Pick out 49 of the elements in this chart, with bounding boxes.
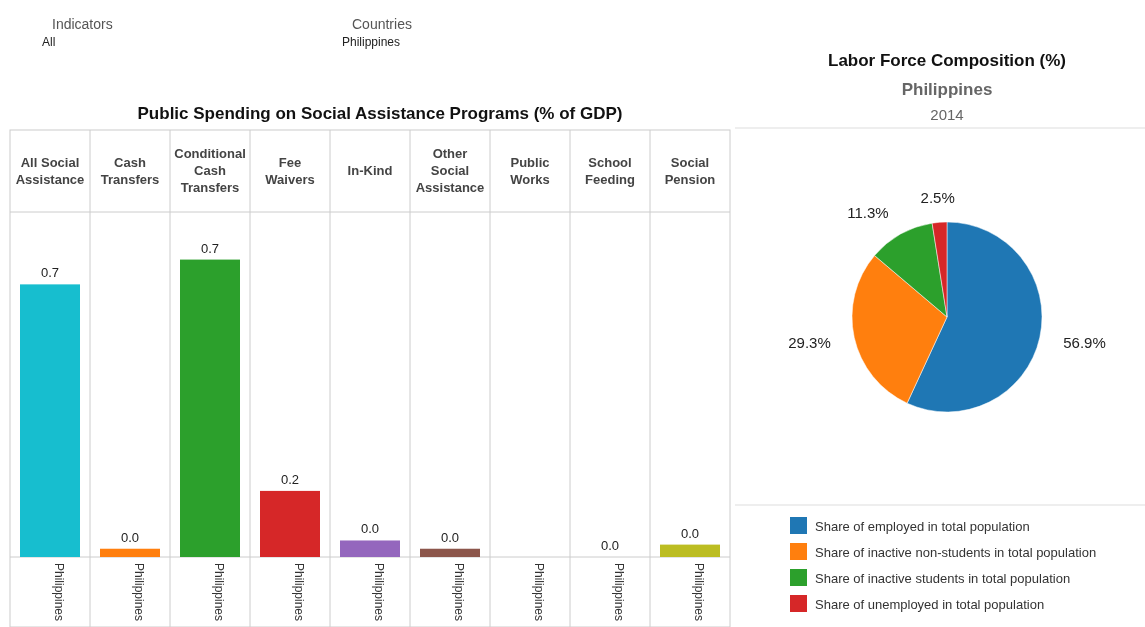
chart-subtitle: Philippines — [901, 80, 993, 99]
data-label: 0.7 — [200, 240, 220, 256]
bar — [20, 284, 80, 557]
chart-title: Public Spending on Social Assistance Programs (% of GDP) — [137, 104, 623, 123]
x-tick-label: Social Pension — [664, 154, 716, 187]
x-tick-label: All Social Assistance — [15, 154, 85, 187]
x-tick-label: In-Kind — [347, 163, 393, 178]
x-tick-label: Conditional Cash Transfers — [174, 146, 246, 195]
bar — [660, 544, 720, 557]
x-tick-label: Public Works — [510, 154, 550, 187]
data-label: 56.9% — [1063, 333, 1106, 351]
text: Philippines — [132, 563, 146, 622]
text: Indicators — [52, 16, 113, 32]
text: Philippines — [292, 563, 306, 622]
text: Philippines — [212, 563, 226, 622]
text: 2014 — [930, 106, 964, 123]
data-label: 2.5% — [920, 189, 955, 207]
text: Philippines — [372, 563, 386, 622]
legend-label: Share of inactive non-students in total population — [815, 545, 1097, 560]
x-tick-label: Cash Transfers — [100, 154, 160, 187]
legend-label: Share of inactive students in total population — [815, 571, 1071, 586]
text: Philippines — [342, 35, 401, 49]
text: Philippines — [452, 563, 466, 622]
text: Countries — [352, 16, 412, 32]
data-label: 0.0 — [120, 529, 140, 545]
bar — [340, 540, 400, 557]
x-tick-label: School Feeding — [585, 154, 635, 187]
text: Philippines — [692, 563, 706, 622]
data-label: 0.0 — [680, 525, 700, 541]
text: Philippines — [52, 563, 66, 622]
chart-title: Labor Force Composition (%) — [828, 51, 1066, 70]
data-label: 29.3% — [788, 333, 831, 351]
data-label: 11.3% — [847, 204, 889, 222]
legend-label: Share of employed in total population — [815, 519, 1030, 534]
data-label: 0.0 — [360, 521, 380, 537]
data-label: 0.7 — [40, 265, 60, 281]
bar — [180, 259, 240, 557]
x-tick-label: Fee Waivers — [265, 154, 315, 187]
bar — [260, 490, 320, 557]
text: All — [42, 35, 56, 49]
bar — [100, 548, 160, 557]
data-label: 0.2 — [280, 471, 300, 487]
text: Philippines — [532, 563, 546, 622]
data-label: 0.0 — [440, 529, 460, 545]
text: Philippines — [612, 563, 626, 622]
data-label: 0.0 — [600, 538, 620, 553]
bar — [420, 548, 480, 557]
x-tick-label: Other Social Assistance — [415, 146, 485, 195]
legend-label: Share of unemployed in total population — [815, 597, 1045, 612]
